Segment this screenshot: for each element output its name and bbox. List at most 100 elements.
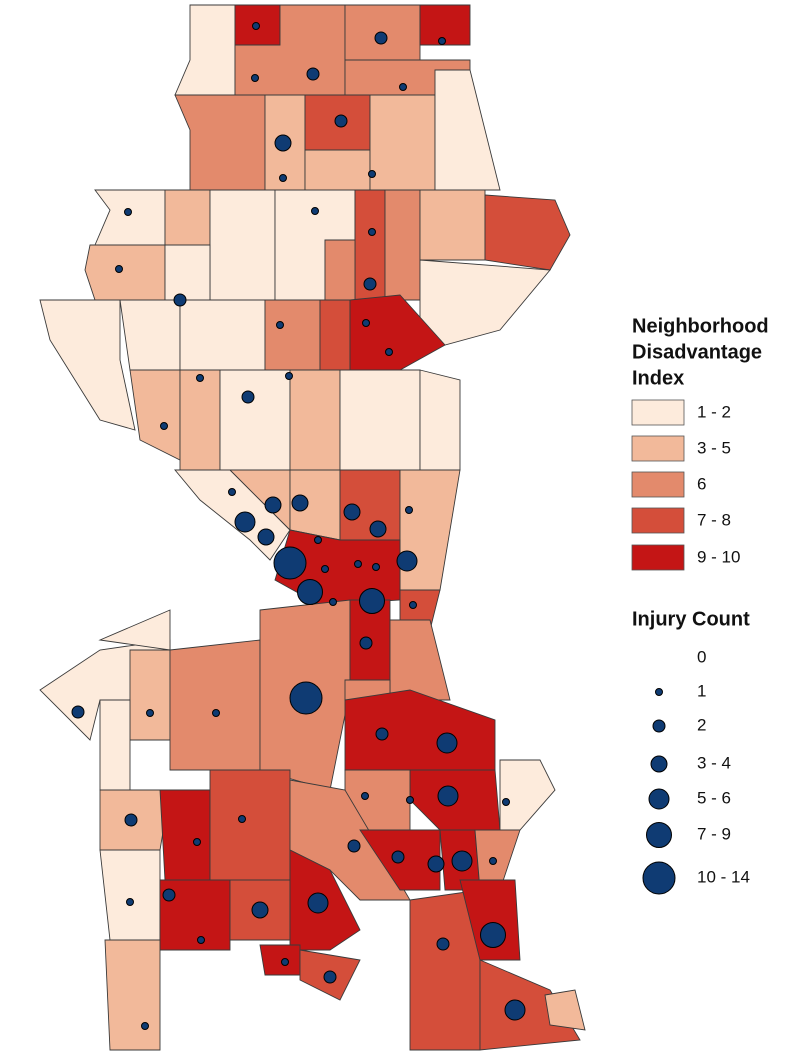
neighborhood — [304, 149, 371, 191]
injury-dot — [162, 888, 176, 902]
neighborhood — [98, 609, 171, 651]
legend-label: 9 - 10 — [697, 547, 740, 566]
neighborhood — [389, 619, 451, 701]
injury-dot — [307, 892, 329, 914]
injury-dot — [362, 319, 370, 327]
neighborhood — [344, 689, 496, 771]
injury-dot — [385, 348, 393, 356]
neighborhood — [319, 299, 351, 371]
injury-dot — [289, 681, 323, 715]
neighborhood — [99, 849, 161, 941]
injury-dot — [306, 67, 320, 81]
injury-dot — [276, 321, 284, 329]
neighborhood — [159, 789, 211, 881]
neighborhood — [94, 189, 166, 246]
neighborhood — [399, 469, 461, 591]
neighborhood — [99, 699, 131, 791]
injury-dot — [489, 857, 497, 865]
neighborhood — [259, 944, 301, 976]
injury-dot — [374, 31, 388, 45]
injury-dot — [436, 732, 458, 754]
neighborhood — [104, 939, 161, 1051]
injury-dot — [115, 265, 123, 273]
legend-label: 7 - 8 — [697, 510, 731, 529]
neighborhood — [339, 369, 421, 471]
legend-title: Disadvantage — [632, 341, 762, 363]
injury-dot — [363, 277, 377, 291]
injury-dot — [141, 1022, 149, 1030]
legend: Neighborhood Disadvantage Index Injury C… — [631, 315, 769, 895]
legend-dot — [646, 822, 672, 848]
neighborhood — [84, 244, 166, 301]
neighborhood — [544, 989, 586, 1031]
legend-swatch — [631, 399, 685, 426]
injury-dot — [251, 74, 259, 82]
legend-label: 5 - 6 — [697, 788, 731, 807]
injury-dot — [126, 898, 134, 906]
injury-dot — [372, 563, 380, 571]
injury-dot — [234, 511, 256, 533]
injury-dot — [264, 496, 282, 514]
neighborhood — [159, 879, 231, 951]
injury-dot — [273, 546, 307, 580]
legend-title: Index — [632, 367, 684, 389]
injury-dot — [279, 174, 287, 182]
neighborhood — [174, 4, 236, 96]
injury-dot — [241, 390, 255, 404]
injury-dot — [197, 936, 205, 944]
neighborhood — [219, 369, 291, 471]
legend-label: 6 — [697, 474, 706, 493]
neighborhood — [434, 69, 501, 191]
neighborhood — [484, 194, 571, 271]
neighborhood — [164, 244, 211, 301]
injury-dot — [502, 798, 510, 806]
injury-dot — [193, 838, 201, 846]
neighborhood — [324, 239, 356, 301]
injury-dot — [334, 114, 348, 128]
legend-label: 0 — [697, 647, 706, 666]
neighborhood — [129, 649, 171, 741]
legend-dot — [648, 788, 670, 810]
legend-title: Neighborhood — [632, 315, 769, 337]
injury-dot — [399, 83, 407, 91]
injury-dot — [368, 228, 376, 236]
injury-dot — [124, 813, 138, 827]
neighborhood — [349, 294, 446, 371]
injury-dot — [196, 374, 204, 382]
injury-dot — [427, 855, 445, 873]
neighborhood — [369, 94, 436, 191]
injury-dot — [480, 922, 506, 948]
neighborhood — [209, 769, 291, 881]
injury-dot — [238, 815, 246, 823]
neighborhood — [174, 94, 266, 191]
injury-dot — [391, 850, 405, 864]
injury-dot — [359, 588, 385, 614]
injury-dot — [323, 970, 337, 984]
injury-dot — [361, 792, 369, 800]
legend-title: Injury Count — [632, 608, 750, 630]
neighborhood — [264, 299, 321, 371]
injury-dot — [354, 560, 362, 568]
injury-dot — [146, 709, 154, 717]
injury-dot — [251, 901, 269, 919]
injury-dot — [504, 999, 526, 1021]
injury-dots — [71, 22, 526, 1030]
injury-dot — [405, 506, 413, 514]
injury-dot — [375, 727, 389, 741]
neighborhood — [164, 189, 211, 246]
neighborhood — [119, 299, 181, 371]
injury-dot — [343, 503, 361, 521]
legend-label: 2 — [697, 715, 706, 734]
injury-dot — [438, 37, 446, 45]
map — [39, 4, 586, 1051]
injury-dot — [368, 170, 376, 178]
legend-label: 1 — [697, 681, 706, 700]
legend-dot — [642, 861, 676, 895]
injury-dot — [436, 937, 450, 951]
injury-dot — [71, 705, 85, 719]
injury-dot — [329, 598, 337, 606]
injury-dot — [257, 528, 275, 546]
neighborhood — [499, 759, 556, 831]
neighborhood — [179, 299, 266, 371]
injury-dot — [359, 636, 373, 650]
